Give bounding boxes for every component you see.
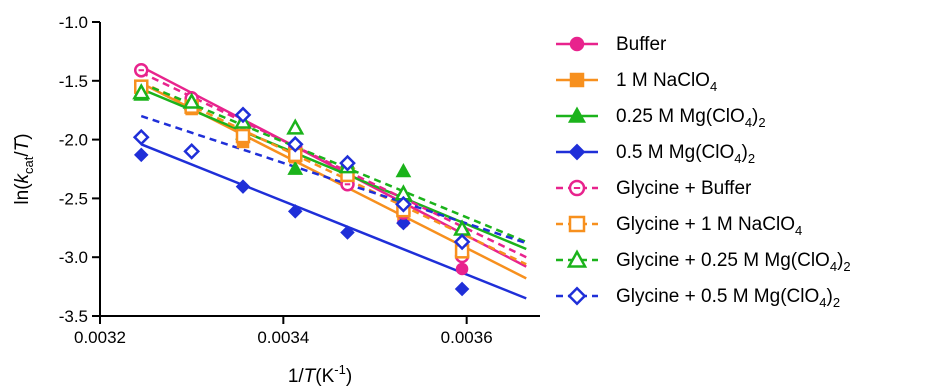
data-point-series-7 [182,92,201,109]
data-point-series-7 [286,118,305,135]
data-point-series-8 [132,128,150,146]
data-point-series-8 [395,195,412,213]
y-tick-label: -3.0 [59,248,88,267]
legend-marker-series-3 [567,106,587,123]
data-point-series-4 [454,281,470,297]
legend-label-series-8: Glycine + 0.5 M Mg(ClO4)2 [616,286,840,310]
data-point-series-8 [286,135,304,153]
data-point-series-4 [287,204,303,219]
data-point-series-3 [287,160,304,175]
x-axis-label: 1/T(K-1) [288,362,352,387]
legend-label-series-1: Buffer [616,34,667,55]
data-point-series-8 [183,142,201,160]
y-tick-label: -2.0 [59,131,88,150]
fit-line-series-7 [140,81,527,244]
data-point-series-4 [340,225,355,240]
legend-marker-series-1 [569,36,585,52]
data-point-series-4 [133,147,149,163]
fit-line-series-5 [140,71,527,259]
legend-label-series-3: 0.25 M Mg(ClO4)2 [616,106,766,130]
data-point-series-4 [235,179,251,194]
legend-marker-series-2 [569,72,585,88]
data-point-series-6 [235,128,251,144]
x-tick-label: 0.0036 [441,328,493,347]
data-point-series-8 [234,106,252,124]
legend-marker-series-4 [568,143,586,161]
data-point-series-3 [395,163,412,178]
fit-line-series-3 [140,87,527,251]
legend-label-series-4: 0.5 M Mg(ClO4)2 [616,142,755,166]
data-points [132,62,472,297]
y-tick-label: -2.5 [59,189,88,208]
legend-marker-series-7 [566,249,588,268]
data-point-series-8 [339,154,356,172]
legend-label-series-6: Glycine + 1 M NaClO4 [616,214,802,238]
axes: -1.0 -1.5 -2.0 -2.5 -3.0 -3.5 0.0032 0.0034 0.00… [12,13,540,387]
x-tick-label: 0.0034 [257,328,309,347]
y-axis-label: ln(kcat/T) [12,133,36,204]
x-tick-label: 0.0032 [74,328,126,347]
y-tick-label: -3.5 [59,307,88,326]
data-point-series-8 [453,233,471,251]
legend: Buffer 1 M NaClO4 0.25 M Mg(ClO4)2 0.5 M Mg… [556,34,851,310]
fit-lines [140,65,527,300]
data-point-series-7 [132,83,151,100]
legend-marker-series-6 [568,215,586,233]
data-point-series-1 [455,262,469,276]
legend-label-series-2: 1 M NaClO4 [616,70,717,94]
legend-marker-series-8 [567,286,587,306]
y-tick-label: -1.0 [59,13,88,32]
legend-label-series-7: Glycine + 0.25 M Mg(ClO4)2 [616,250,851,274]
data-point-series-4 [396,215,411,231]
y-tick-label: -1.5 [59,72,88,91]
legend-label-series-5: Glycine + Buffer [616,178,752,199]
